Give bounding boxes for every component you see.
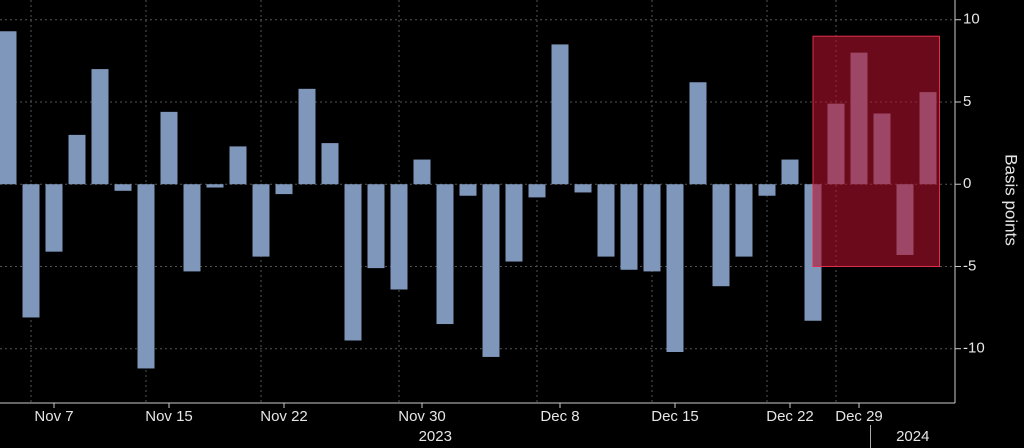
bar (482, 184, 500, 357)
y-axis-label: Basis points (1002, 154, 1021, 246)
y-tick-label: -5 (963, 257, 976, 274)
x-tick-label: Nov 30 (398, 408, 446, 425)
bar (252, 184, 270, 257)
bar (735, 184, 753, 257)
bar (758, 184, 776, 196)
bar (413, 159, 431, 185)
bar (781, 159, 799, 185)
year-label: 2024 (896, 428, 929, 445)
bar (22, 184, 40, 318)
bar (114, 184, 132, 191)
x-tick-label: Nov 7 (34, 408, 73, 425)
x-tick-label: Dec 22 (766, 408, 814, 425)
bar (0, 31, 17, 185)
bar (137, 184, 155, 369)
bar (666, 184, 684, 353)
highlight-box (812, 35, 940, 267)
bar (321, 143, 339, 185)
bar (436, 184, 454, 325)
bar (620, 184, 638, 270)
bar (712, 184, 730, 287)
bar (45, 184, 63, 252)
y-tick-label: 0 (963, 175, 971, 192)
year-label: 2023 (419, 428, 452, 445)
bar (160, 111, 178, 185)
bar (528, 184, 546, 198)
bar (68, 134, 86, 185)
y-tick-label: -10 (963, 340, 985, 357)
bar (206, 184, 224, 188)
x-tick-label: Dec 15 (651, 408, 699, 425)
bar (459, 184, 477, 196)
y-tick-label: 5 (963, 93, 971, 110)
bar (183, 184, 201, 272)
x-tick-label: Nov 15 (145, 408, 193, 425)
bar (390, 184, 408, 290)
bar (597, 184, 615, 257)
y-tick-label: 10 (963, 11, 980, 28)
x-tick-label: Dec 29 (835, 408, 883, 425)
bar (298, 88, 316, 185)
x-tick-label: Dec 8 (540, 408, 579, 425)
bar (551, 44, 569, 185)
bar (229, 146, 247, 185)
bar (275, 184, 293, 195)
x-tick-label: Nov 22 (260, 408, 308, 425)
bar (574, 184, 592, 193)
bar (367, 184, 385, 269)
bar (344, 184, 362, 341)
bar (643, 184, 661, 272)
bar (689, 82, 707, 185)
bar (505, 184, 523, 262)
bar (91, 69, 109, 185)
